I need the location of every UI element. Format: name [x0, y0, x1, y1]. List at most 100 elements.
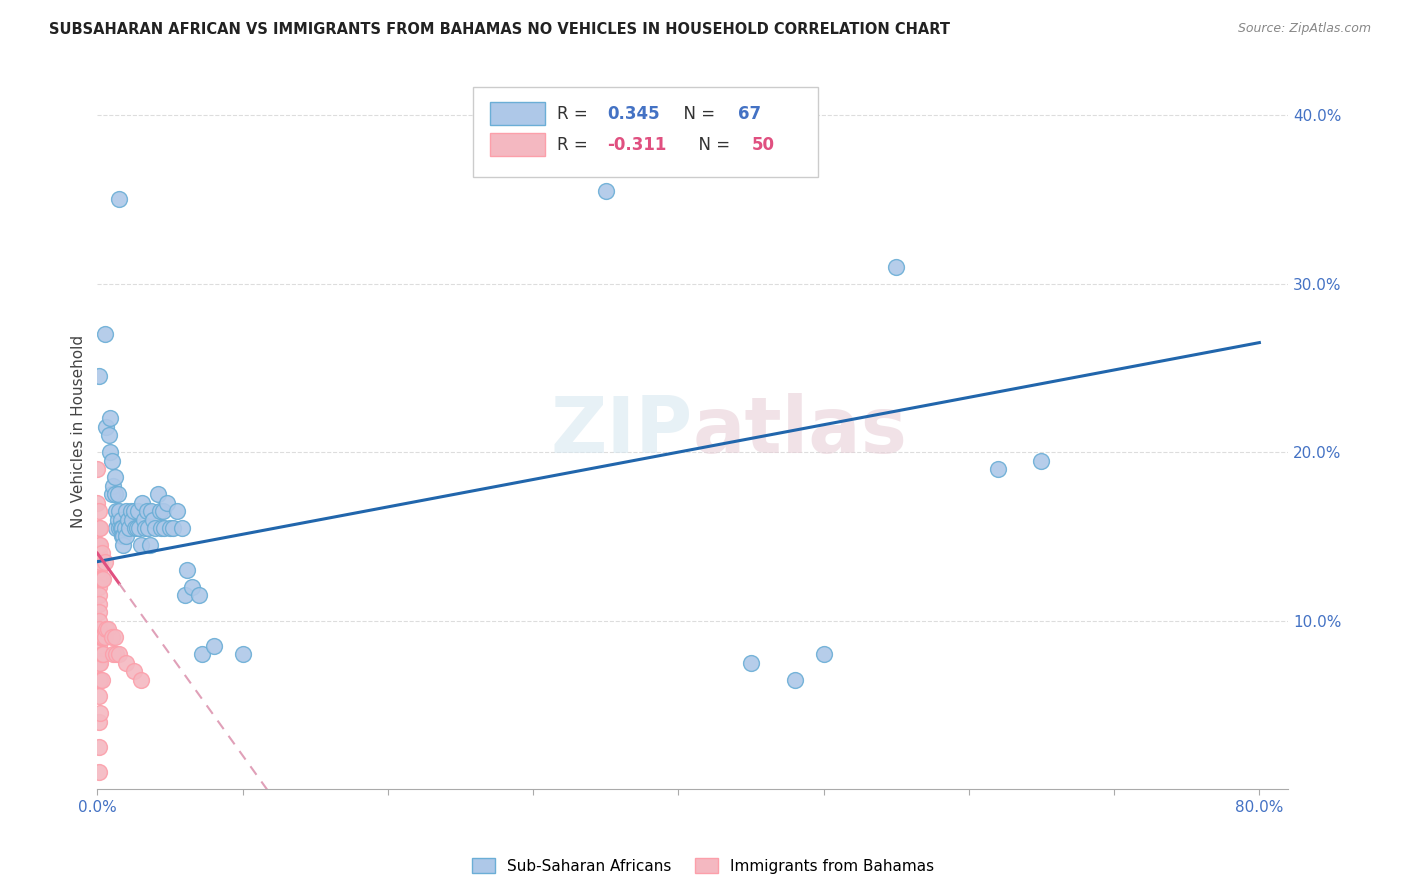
Point: [162, 521, 184, 535]
Point: [86, 462, 108, 476]
Point: [87, 572, 110, 586]
Point: [188, 588, 211, 602]
Point: [170, 521, 193, 535]
Point: [117, 512, 139, 526]
Point: [166, 504, 188, 518]
Point: [129, 673, 152, 687]
Point: [128, 521, 150, 535]
Point: [89, 572, 111, 586]
Point: [87, 656, 110, 670]
Text: 0.345: 0.345: [607, 104, 659, 123]
Point: [89, 631, 111, 645]
Point: [89, 538, 111, 552]
Text: atlas: atlas: [693, 393, 908, 469]
Point: [91, 572, 114, 586]
Point: [111, 529, 134, 543]
Point: [103, 479, 125, 493]
Point: [105, 648, 128, 662]
FancyBboxPatch shape: [472, 87, 818, 177]
Point: [131, 496, 153, 510]
Point: [87, 605, 110, 619]
Point: [101, 453, 124, 467]
Point: [232, 648, 254, 662]
Point: [132, 512, 155, 526]
Point: [105, 504, 128, 518]
Point: [94, 420, 117, 434]
Point: [139, 504, 162, 518]
Point: [152, 504, 174, 518]
Point: [112, 529, 135, 543]
Point: [135, 504, 157, 518]
Point: [86, 496, 108, 510]
Point: [180, 580, 202, 594]
Point: [176, 563, 198, 577]
Point: [89, 521, 111, 535]
Text: ZIP: ZIP: [551, 393, 693, 469]
Point: [153, 521, 176, 535]
Point: [87, 765, 110, 780]
Point: [89, 673, 111, 687]
Point: [884, 260, 907, 274]
Point: [101, 487, 124, 501]
Text: N =: N =: [672, 104, 720, 123]
Point: [87, 521, 110, 535]
Point: [87, 622, 110, 636]
Legend: Sub-Saharan Africans, Immigrants from Bahamas: Sub-Saharan Africans, Immigrants from Ba…: [465, 852, 941, 880]
Point: [87, 588, 110, 602]
Text: Source: ZipAtlas.com: Source: ZipAtlas.com: [1237, 22, 1371, 36]
Point: [107, 512, 129, 526]
Point: [103, 648, 125, 662]
Point: [111, 521, 134, 535]
Point: [87, 614, 110, 628]
Point: [90, 572, 112, 586]
Point: [783, 673, 806, 687]
Point: [104, 487, 127, 501]
Point: [114, 521, 136, 535]
Point: [89, 555, 111, 569]
Point: [595, 184, 617, 198]
Point: [91, 631, 114, 645]
Point: [93, 555, 115, 569]
Point: [120, 504, 142, 518]
Point: [96, 622, 118, 636]
Point: [136, 521, 159, 535]
Point: [110, 521, 132, 535]
Text: 67: 67: [738, 104, 761, 123]
Point: [98, 428, 121, 442]
Point: [87, 714, 110, 729]
Point: [141, 512, 163, 526]
Point: [87, 739, 110, 754]
FancyBboxPatch shape: [491, 103, 546, 125]
Text: -0.311: -0.311: [607, 136, 666, 153]
Point: [108, 521, 131, 535]
Point: [87, 555, 110, 569]
Point: [90, 648, 112, 662]
Point: [94, 622, 117, 636]
Y-axis label: No Vehicles in Household: No Vehicles in Household: [72, 334, 86, 528]
Point: [191, 648, 214, 662]
Point: [100, 445, 122, 459]
Point: [87, 597, 110, 611]
Point: [202, 639, 225, 653]
Text: R =: R =: [557, 136, 593, 153]
Point: [110, 512, 132, 526]
Point: [159, 521, 181, 535]
Point: [148, 487, 170, 501]
Text: 50: 50: [751, 136, 775, 153]
Point: [87, 504, 110, 518]
Point: [118, 521, 141, 535]
Point: [112, 538, 135, 552]
Point: [122, 504, 145, 518]
Point: [90, 631, 112, 645]
Point: [149, 504, 172, 518]
Point: [87, 538, 110, 552]
Point: [89, 656, 111, 670]
Point: [107, 487, 129, 501]
Point: [93, 327, 115, 342]
Text: R =: R =: [557, 104, 593, 123]
Point: [813, 648, 835, 662]
Point: [125, 521, 148, 535]
Point: [108, 648, 131, 662]
Point: [104, 631, 127, 645]
Point: [1031, 453, 1053, 467]
